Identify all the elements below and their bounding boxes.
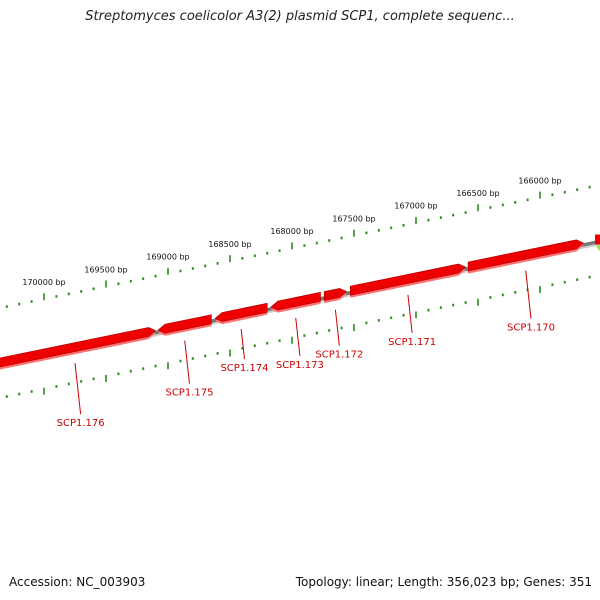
ruler-tick-label: 168500 bp [208, 240, 251, 249]
gene-label[interactable]: SCP1.175 [165, 388, 213, 399]
gene-arrow[interactable] [157, 314, 212, 334]
gene-arrow[interactable] [0, 327, 157, 369]
ruler-tick-label: 167000 bp [394, 202, 437, 211]
gene-callout-line [295, 317, 301, 356]
ruler-tick-label: 167500 bp [332, 214, 375, 223]
gene-arrow[interactable] [467, 239, 584, 272]
gene-arrow-partial [595, 234, 600, 245]
gene-arrow[interactable] [349, 263, 467, 296]
gene-label[interactable]: SCP1.171 [388, 337, 436, 348]
coordinate-ruler-top: 166000 bp 166500 bp 167000 bp 167500 bp 1680… [5, 176, 591, 308]
feature-marker-partial [596, 244, 600, 252]
gene-track [0, 234, 600, 370]
ruler-tick-label: 170000 bp [22, 278, 65, 287]
gene-arrow[interactable] [214, 302, 268, 322]
gene-label[interactable]: SCP1.173 [276, 360, 324, 371]
ruler-tick-label: 166000 bp [518, 176, 561, 185]
gene-callout-line [407, 294, 413, 333]
gene-callout-line [184, 340, 190, 384]
accession-text: Accession: NC_003903 [9, 575, 146, 589]
gene-arrow[interactable] [323, 288, 348, 301]
gene-arrow[interactable] [270, 291, 321, 311]
sequence-stats-text: Topology: linear; Length: 356,023 bp; Ge… [295, 575, 592, 589]
coordinate-ruler-bottom [5, 275, 591, 398]
map-title: Streptomyces coelicolor A3(2) plasmid SC… [85, 9, 515, 24]
gene-label[interactable]: SCP1.176 [57, 418, 105, 429]
ruler-tick-label: 169000 bp [146, 253, 189, 262]
ruler-tick-label: 166500 bp [456, 189, 499, 198]
gene-callout-line [525, 270, 532, 319]
gene-label[interactable]: SCP1.170 [507, 323, 555, 334]
ruler-tick-label: 168000 bp [270, 227, 313, 236]
gene-callout-line [334, 309, 340, 346]
gene-callout-line [74, 363, 82, 415]
gene-callout-line [240, 329, 245, 360]
gene-label[interactable]: SCP1.174 [220, 363, 268, 374]
gene-label[interactable]: SCP1.172 [315, 350, 363, 361]
ruler-tick-label: 169500 bp [84, 265, 127, 274]
